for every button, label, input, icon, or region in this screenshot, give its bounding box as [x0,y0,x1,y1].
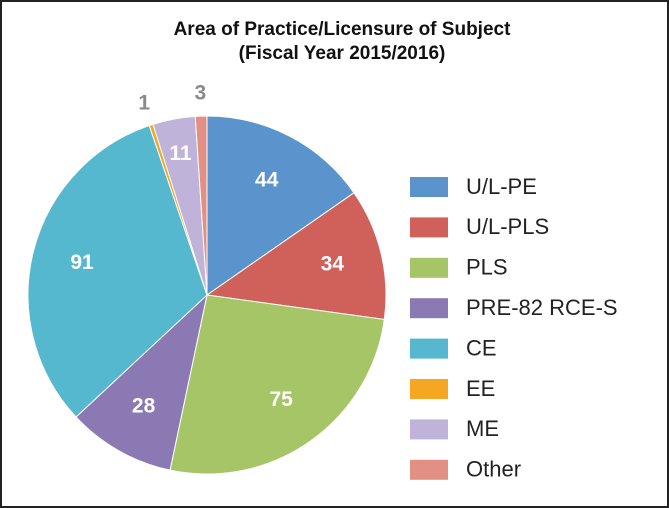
data-label: 3 [195,82,207,105]
legend-swatch [410,298,448,319]
data-label: 28 [132,395,156,418]
legend-swatch [410,419,448,440]
legend-label: U/L-PE [466,174,537,199]
legend-swatch [410,257,448,278]
legend-swatch [410,177,448,197]
pie-slice [194,115,208,296]
legend-swatch [410,338,448,359]
data-label: 11 [169,142,192,165]
legend-swatch [410,217,448,238]
data-label: 91 [70,251,94,274]
data-label: 34 [321,252,345,275]
pie-slice [27,124,208,418]
legend-label: U/L-PLS [466,214,549,239]
data-label: 44 [255,168,279,191]
pie-slice [205,192,387,320]
data-label: 1 [138,92,150,115]
legend-label: ME [466,416,499,441]
legend-label: PRE-82 RCE-S [466,295,618,320]
pie-slice [169,294,385,475]
chart-subtitle: (Fiscal Year 2015/2016) [239,43,446,64]
chart-title: Area of Practice/Licensure of Subject [174,19,512,40]
legend-swatch [410,459,448,480]
legend-label: CE [466,335,497,360]
legend-swatch [410,379,448,399]
pie-slice [75,293,208,471]
pie-slice [206,115,355,296]
legend-label: EE [466,376,495,401]
legend-label: Other [466,457,521,482]
legend-label: PLS [466,255,508,280]
data-label: 75 [269,388,293,411]
